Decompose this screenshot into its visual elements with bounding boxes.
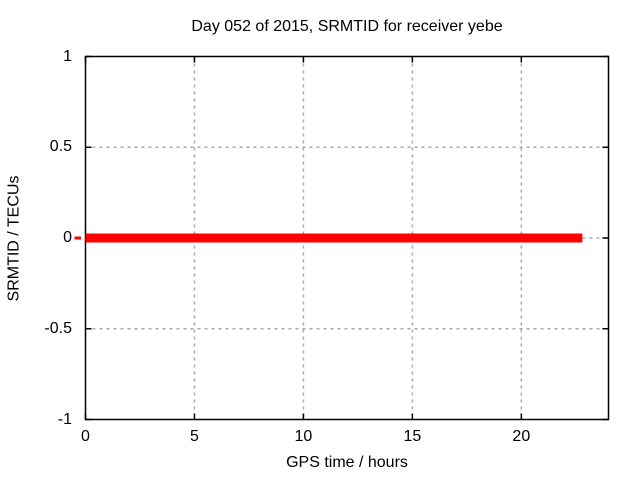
- ytick-label: -1: [57, 410, 72, 428]
- ytick-label: 0: [63, 229, 72, 246]
- x-axis-label: GPS time / hours: [286, 454, 408, 471]
- xtick-label: 5: [190, 428, 199, 445]
- ytick-label: 0.5: [49, 138, 72, 156]
- ytick-label: -0.5: [44, 319, 72, 337]
- ytick-label: 1: [63, 47, 72, 65]
- chart-title: Day 052 of 2015, SRMTID for receiver yeb…: [191, 18, 503, 35]
- xtick-label: 10: [294, 428, 313, 445]
- xtick-label: 0: [81, 428, 90, 445]
- xtick-label: 15: [403, 428, 422, 445]
- red-tick-artifact: [74, 236, 81, 240]
- xtick-label: 20: [512, 428, 531, 445]
